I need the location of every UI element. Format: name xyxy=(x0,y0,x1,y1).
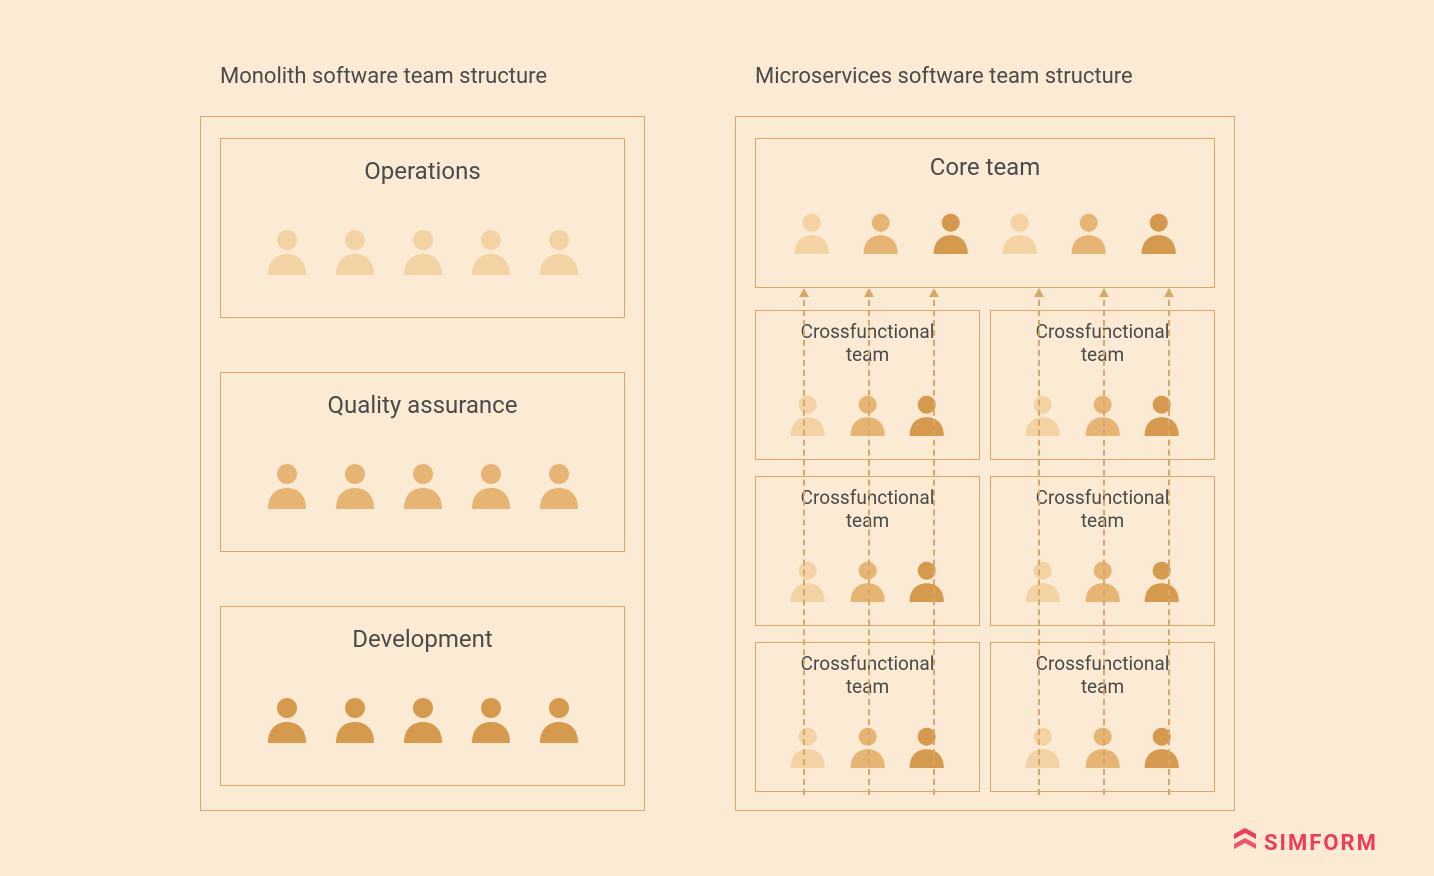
people-row xyxy=(221,695,624,747)
person-icon xyxy=(787,725,828,772)
person-icon xyxy=(860,211,901,258)
person-icon xyxy=(332,227,378,279)
person-icon xyxy=(999,211,1040,258)
person-icon xyxy=(1068,211,1109,258)
left-title: Monolith software team structure xyxy=(220,64,547,89)
arrow-head-icon xyxy=(864,288,874,297)
right-title: Microservices software team structure xyxy=(755,64,1133,89)
person-icon xyxy=(906,393,947,440)
person-icon xyxy=(791,211,832,258)
person-icon xyxy=(400,461,446,513)
person-icon xyxy=(536,695,582,747)
simform-logo: SIMFORM xyxy=(1232,826,1378,860)
person-icon xyxy=(787,559,828,606)
person-icon xyxy=(1141,393,1182,440)
person-icon xyxy=(400,695,446,747)
person-icon xyxy=(536,461,582,513)
person-icon xyxy=(1022,393,1063,440)
simform-logo-icon xyxy=(1232,826,1258,860)
person-icon xyxy=(468,695,514,747)
arrow-line xyxy=(803,290,805,795)
people-row xyxy=(756,211,1214,258)
arrow-line xyxy=(933,290,935,795)
arrow-head-icon xyxy=(799,288,809,297)
diagram-canvas: Monolith software team structure Operatio… xyxy=(0,0,1434,876)
person-icon xyxy=(264,227,310,279)
arrow-line xyxy=(1038,290,1040,795)
person-icon xyxy=(332,461,378,513)
monolith-team-box: Quality assurance xyxy=(220,372,625,552)
person-icon xyxy=(468,461,514,513)
arrow-head-icon xyxy=(1164,288,1174,297)
person-icon xyxy=(906,725,947,772)
arrow-line xyxy=(868,290,870,795)
person-icon xyxy=(930,211,971,258)
people-row xyxy=(221,227,624,279)
team-label: Quality assurance xyxy=(221,391,624,419)
person-icon xyxy=(1022,559,1063,606)
monolith-team-box: Development xyxy=(220,606,625,786)
core-team-box: Core team xyxy=(755,138,1215,288)
person-icon xyxy=(1138,211,1179,258)
person-icon xyxy=(1022,725,1063,772)
people-row xyxy=(221,461,624,513)
arrow-line xyxy=(1168,290,1170,795)
team-label: Development xyxy=(221,625,624,653)
core-team-label: Core team xyxy=(756,153,1214,181)
person-icon xyxy=(1141,725,1182,772)
simform-logo-text: SIMFORM xyxy=(1264,831,1378,856)
person-icon xyxy=(787,393,828,440)
arrow-line xyxy=(1103,290,1105,795)
person-icon xyxy=(536,227,582,279)
arrow-head-icon xyxy=(929,288,939,297)
person-icon xyxy=(332,695,378,747)
monolith-team-box: Operations xyxy=(220,138,625,318)
arrow-head-icon xyxy=(1034,288,1044,297)
person-icon xyxy=(468,227,514,279)
person-icon xyxy=(906,559,947,606)
person-icon xyxy=(400,227,446,279)
person-icon xyxy=(264,461,310,513)
person-icon xyxy=(264,695,310,747)
arrow-head-icon xyxy=(1099,288,1109,297)
team-label: Operations xyxy=(221,157,624,185)
person-icon xyxy=(1141,559,1182,606)
